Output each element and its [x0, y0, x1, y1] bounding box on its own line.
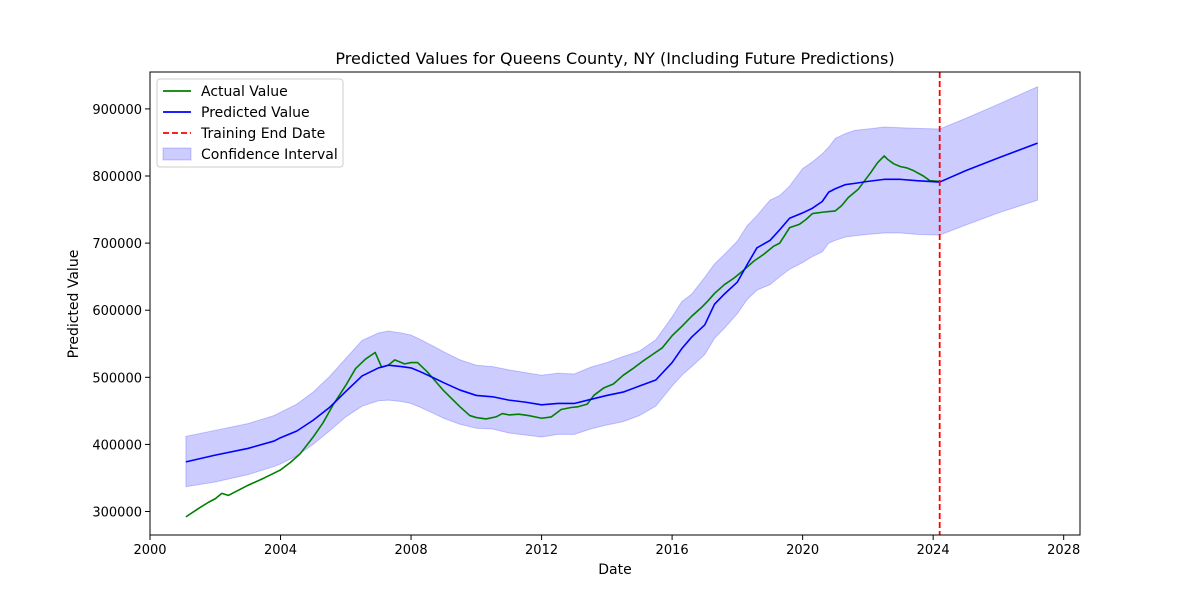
legend-item: Actual Value: [163, 84, 288, 100]
predicted-value-line: [185, 142, 1038, 463]
legend-label: Training End Date: [200, 126, 325, 142]
x-tick-label: 2024: [917, 543, 950, 558]
y-axis-title: Predicted Value: [66, 250, 82, 359]
y-axis: 300000 400000 500000 600000 700000 800000 9000…: [92, 103, 150, 521]
legend-label: Actual Value: [201, 84, 288, 100]
x-tick-label: 2008: [395, 543, 428, 558]
legend-label: Confidence Interval: [201, 147, 338, 163]
y-tick-label: 900000: [92, 103, 142, 118]
legend-box: [156, 78, 344, 168]
y-tick-label: 500000: [92, 371, 142, 386]
x-tick-label: 2016: [656, 543, 689, 558]
legend-item: Confidence Interval: [162, 147, 338, 163]
x-axis-title: Date: [598, 562, 631, 578]
y-tick-label: 400000: [92, 438, 142, 453]
plot-area-frame: [149, 71, 1081, 536]
chart-title: Predicted Values for Queens County, NY (…: [335, 49, 894, 68]
y-tick-label: 800000: [92, 170, 142, 185]
x-axis: 2000 2004 2008 2012 2016 2020 2024 2028: [133, 535, 1080, 558]
legend-item: Training End Date: [163, 126, 325, 142]
legend-swatch: [162, 147, 192, 161]
confidence-interval-band: [185, 85, 1039, 488]
legend-label: Predicted Value: [201, 105, 310, 121]
y-tick-label: 600000: [92, 304, 142, 319]
y-tick-label: 300000: [92, 506, 142, 521]
legend-item: Predicted Value: [163, 105, 310, 121]
legend: Actual Value Predicted Value Training End …: [156, 78, 344, 168]
x-tick-label: 2028: [1047, 543, 1080, 558]
confidence-band-layer: [185, 85, 1039, 488]
x-tick-label: 2020: [786, 543, 819, 558]
y-tick-label: 700000: [92, 237, 142, 252]
x-tick-label: 2004: [264, 543, 297, 558]
series-layer: [185, 142, 1038, 518]
x-tick-label: 2012: [525, 543, 558, 558]
x-tick-label: 2000: [133, 543, 166, 558]
